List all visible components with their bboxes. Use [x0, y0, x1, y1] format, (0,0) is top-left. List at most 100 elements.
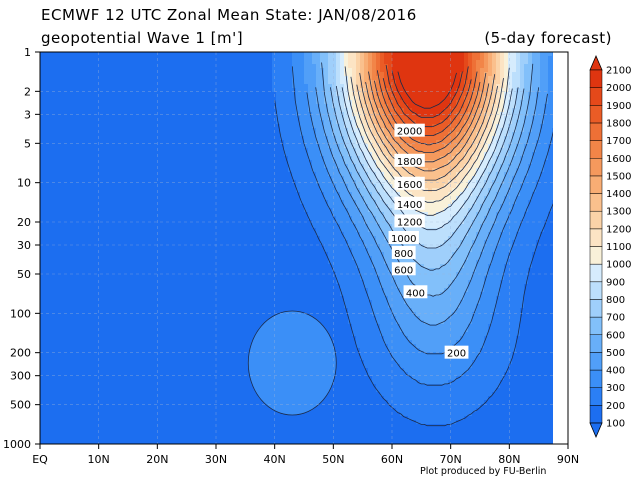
colorbar-label: 700: [606, 313, 625, 324]
contour-line-1200: [356, 84, 498, 191]
field-cell-run: [456, 104, 464, 108]
field-cell-run: [360, 64, 364, 68]
field-cell-run: [540, 172, 564, 176]
field-cell-run: [396, 188, 404, 192]
field-cell-run: [460, 304, 476, 308]
field-cell-run: [40, 220, 312, 224]
field-cell-run: [352, 176, 360, 180]
field-cell-run: [376, 160, 384, 164]
field-cell-run: [356, 80, 360, 84]
field-cell-run: [344, 180, 356, 184]
field-cell-run: [512, 116, 520, 120]
field-cell-run: [524, 180, 536, 184]
field-cell-run: [472, 52, 480, 56]
colorbar-swatch: [589, 387, 603, 406]
field-cell-run: [388, 344, 416, 348]
field-cell-run: [392, 64, 464, 68]
field-cell-run: [336, 216, 352, 220]
field-cell-run: [540, 136, 552, 140]
field-cell-run: [40, 352, 360, 356]
field-cell-run: [532, 256, 568, 260]
field-cell-run: [340, 196, 352, 200]
field-cell-run: [520, 104, 528, 108]
field-cell-run: [352, 124, 356, 128]
field-cell-run: [364, 56, 368, 60]
field-cell-run: [500, 104, 504, 108]
field-cell-run: [508, 80, 512, 84]
field-cell-run: [496, 212, 508, 216]
field-cell-run: [284, 144, 304, 148]
field-cell-run: [384, 200, 396, 204]
field-cell-run: [340, 172, 352, 176]
field-cell-run: [476, 64, 484, 68]
field-cell-run: [356, 340, 384, 344]
field-cell-run: [504, 96, 512, 100]
field-cell-run: [356, 84, 360, 88]
field-cell-run: [484, 280, 500, 284]
field-cell-run: [312, 56, 320, 60]
field-cell-run: [292, 64, 304, 68]
field-cell-run: [496, 144, 504, 148]
field-cell-run: [312, 120, 324, 124]
field-cell-run: [416, 196, 444, 200]
field-cell-run: [396, 120, 404, 124]
y-tick-label: 1: [24, 46, 31, 59]
field-cell-run: [336, 52, 340, 56]
field-cell-run: [480, 164, 488, 168]
field-cell-run: [272, 84, 292, 88]
field-cell-run: [392, 116, 400, 120]
field-cell-run: [356, 56, 360, 60]
field-cell-run: [40, 284, 340, 288]
field-cell-run: [452, 100, 456, 104]
field-cell-run: [340, 128, 348, 132]
contour-label-bg: [391, 262, 416, 276]
contour-label-bg: [394, 153, 425, 167]
field-cell-run: [452, 252, 468, 256]
contour-label-bg: [394, 123, 425, 137]
contour-label: 1800: [397, 157, 422, 168]
field-cell-run: [520, 136, 528, 140]
field-cell-run: [352, 248, 368, 252]
field-cell-run: [516, 168, 528, 172]
field-cell-run: [364, 100, 372, 104]
field-cell-run: [528, 60, 532, 64]
field-cell-run: [412, 204, 448, 208]
field-cell-run: [320, 112, 328, 116]
field-cell-run: [40, 252, 328, 256]
field-cell-run: [508, 144, 516, 148]
field-cell-run: [320, 144, 328, 148]
field-cell-run: [336, 88, 344, 92]
field-cell-run: [408, 336, 460, 340]
field-cell-run: [360, 232, 372, 236]
field-cell-run: [316, 100, 324, 104]
field-cell-run: [456, 176, 464, 180]
field-cell-run: [308, 96, 316, 100]
field-cell-run: [344, 304, 372, 308]
field-cell-run: [488, 60, 492, 64]
field-cell-run: [40, 372, 368, 376]
field-cell-run: [368, 204, 376, 208]
field-cell-run: [40, 84, 272, 88]
field-cell-run: [340, 100, 344, 104]
field-cell-run: [504, 264, 532, 268]
field-cell-run: [488, 56, 492, 60]
field-cell-run: [484, 240, 500, 244]
field-cell-run: [40, 392, 380, 396]
field-cell-run: [324, 164, 336, 168]
field-cell-run: [488, 104, 492, 108]
field-cell-run: [416, 420, 456, 424]
field-cell-run: [364, 152, 372, 156]
field-cell-run: [488, 324, 520, 328]
field-cell-run: [404, 100, 452, 104]
field-cell-run: [472, 364, 508, 368]
field-cell-run: [408, 116, 448, 120]
field-cell-run: [340, 192, 352, 196]
field-cell-run: [480, 112, 484, 116]
field-cell-run: [512, 156, 520, 160]
field-cell-run: [272, 60, 292, 64]
field-cell-run: [316, 64, 320, 68]
field-cell-run: [496, 88, 500, 92]
field-cell-run: [484, 156, 492, 160]
field-cell-run: [380, 192, 388, 196]
field-cell-run: [460, 192, 472, 196]
